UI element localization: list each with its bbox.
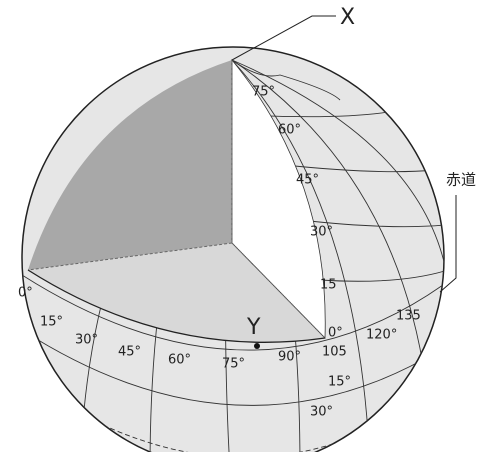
longitude-label: 90° [278,350,301,365]
southern-latitude-label: 15° [328,375,351,390]
cut-plane-meridian [28,60,232,270]
latitude-label: 45° [296,173,319,188]
longitude-label: 120° [366,328,397,343]
leader-equator [439,195,457,293]
southern-latitude-label: 30° [310,405,333,420]
latitude-label: 75° [252,85,275,100]
cut-edges [27,60,326,339]
longitude-label: 105 [322,345,347,360]
latitude-label: 0° [328,326,343,341]
longitude-label: 60° [168,353,191,368]
cut-plane-equator [28,243,325,343]
latitude-label: 30° [310,225,333,240]
longitude-label: 45° [118,345,141,360]
longitude-label: 135 [396,309,421,324]
longitude-label: 0° [18,286,33,301]
latitude-label: 15 [320,278,337,293]
degree-labels: 75° 60° 45° 30° 15 0° 0° 15° 30° 45° 60° 75° 90° 105 1… [18,85,421,420]
cut-surface [231,58,326,339]
label-equator: 赤道 [446,171,476,189]
label-x: X [340,5,355,30]
latitude-label: 60° [278,123,301,138]
equator-front [27,269,326,343]
longitude-label: 30° [75,333,98,348]
label-y: Y [246,315,261,340]
leader-x [231,15,336,61]
point-y [254,343,260,349]
longitude-label: 75° [222,357,245,372]
longitude-label: 15° [40,315,63,330]
